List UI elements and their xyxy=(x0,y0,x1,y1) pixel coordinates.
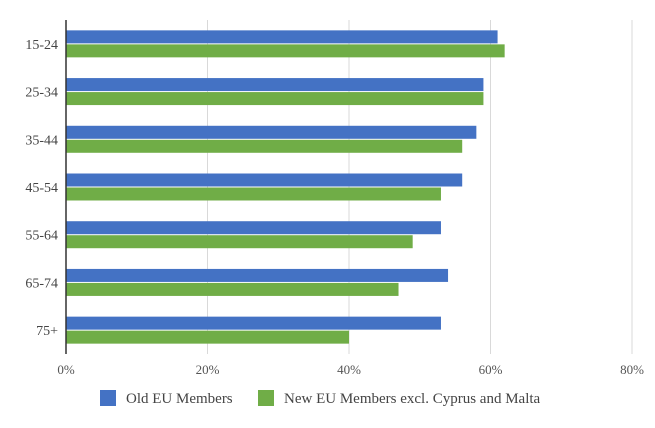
bar-old-eu xyxy=(66,30,498,44)
x-tick-label: 80% xyxy=(620,362,644,377)
x-tick-label: 40% xyxy=(337,362,361,377)
category-label: 15-24 xyxy=(25,38,58,53)
bar-old-eu xyxy=(66,173,463,187)
bar-new-eu xyxy=(66,44,505,58)
bar-old-eu xyxy=(66,316,441,330)
x-tick-labels: 0% 20% 40% 60% 80% xyxy=(57,362,644,377)
bar-old-eu xyxy=(66,125,477,139)
category-label: 75+ xyxy=(36,324,58,339)
bar-new-eu xyxy=(66,139,463,153)
bar-new-eu xyxy=(66,282,399,296)
gridlines xyxy=(207,20,633,354)
bar-old-eu xyxy=(66,221,441,235)
bar-new-eu xyxy=(66,330,349,344)
legend-swatch xyxy=(100,390,116,406)
bar-new-eu xyxy=(66,235,413,249)
category-label: 45-54 xyxy=(25,181,58,196)
category-label: 25-34 xyxy=(25,86,58,101)
legend-label: New EU Members excl. Cyprus and Malta xyxy=(284,391,541,407)
category-label: 55-64 xyxy=(25,229,58,244)
bar-new-eu xyxy=(66,187,441,201)
category-label: 65-74 xyxy=(25,276,58,291)
category-label: 35-44 xyxy=(25,133,58,148)
x-tick-label: 20% xyxy=(196,362,220,377)
x-tick-label: 0% xyxy=(57,362,75,377)
legend-label: Old EU Members xyxy=(126,391,233,407)
legend-swatch xyxy=(258,390,274,406)
bar-old-eu xyxy=(66,78,484,92)
bar-new-eu xyxy=(66,92,484,106)
legend: Old EU Members New EU Members excl. Cypru… xyxy=(100,390,541,407)
category-labels: 15-24 25-34 35-44 45-54 55-64 65-74 75+ xyxy=(25,38,58,339)
bars xyxy=(66,30,505,344)
bar-old-eu xyxy=(66,268,449,282)
x-tick-label: 60% xyxy=(479,362,503,377)
